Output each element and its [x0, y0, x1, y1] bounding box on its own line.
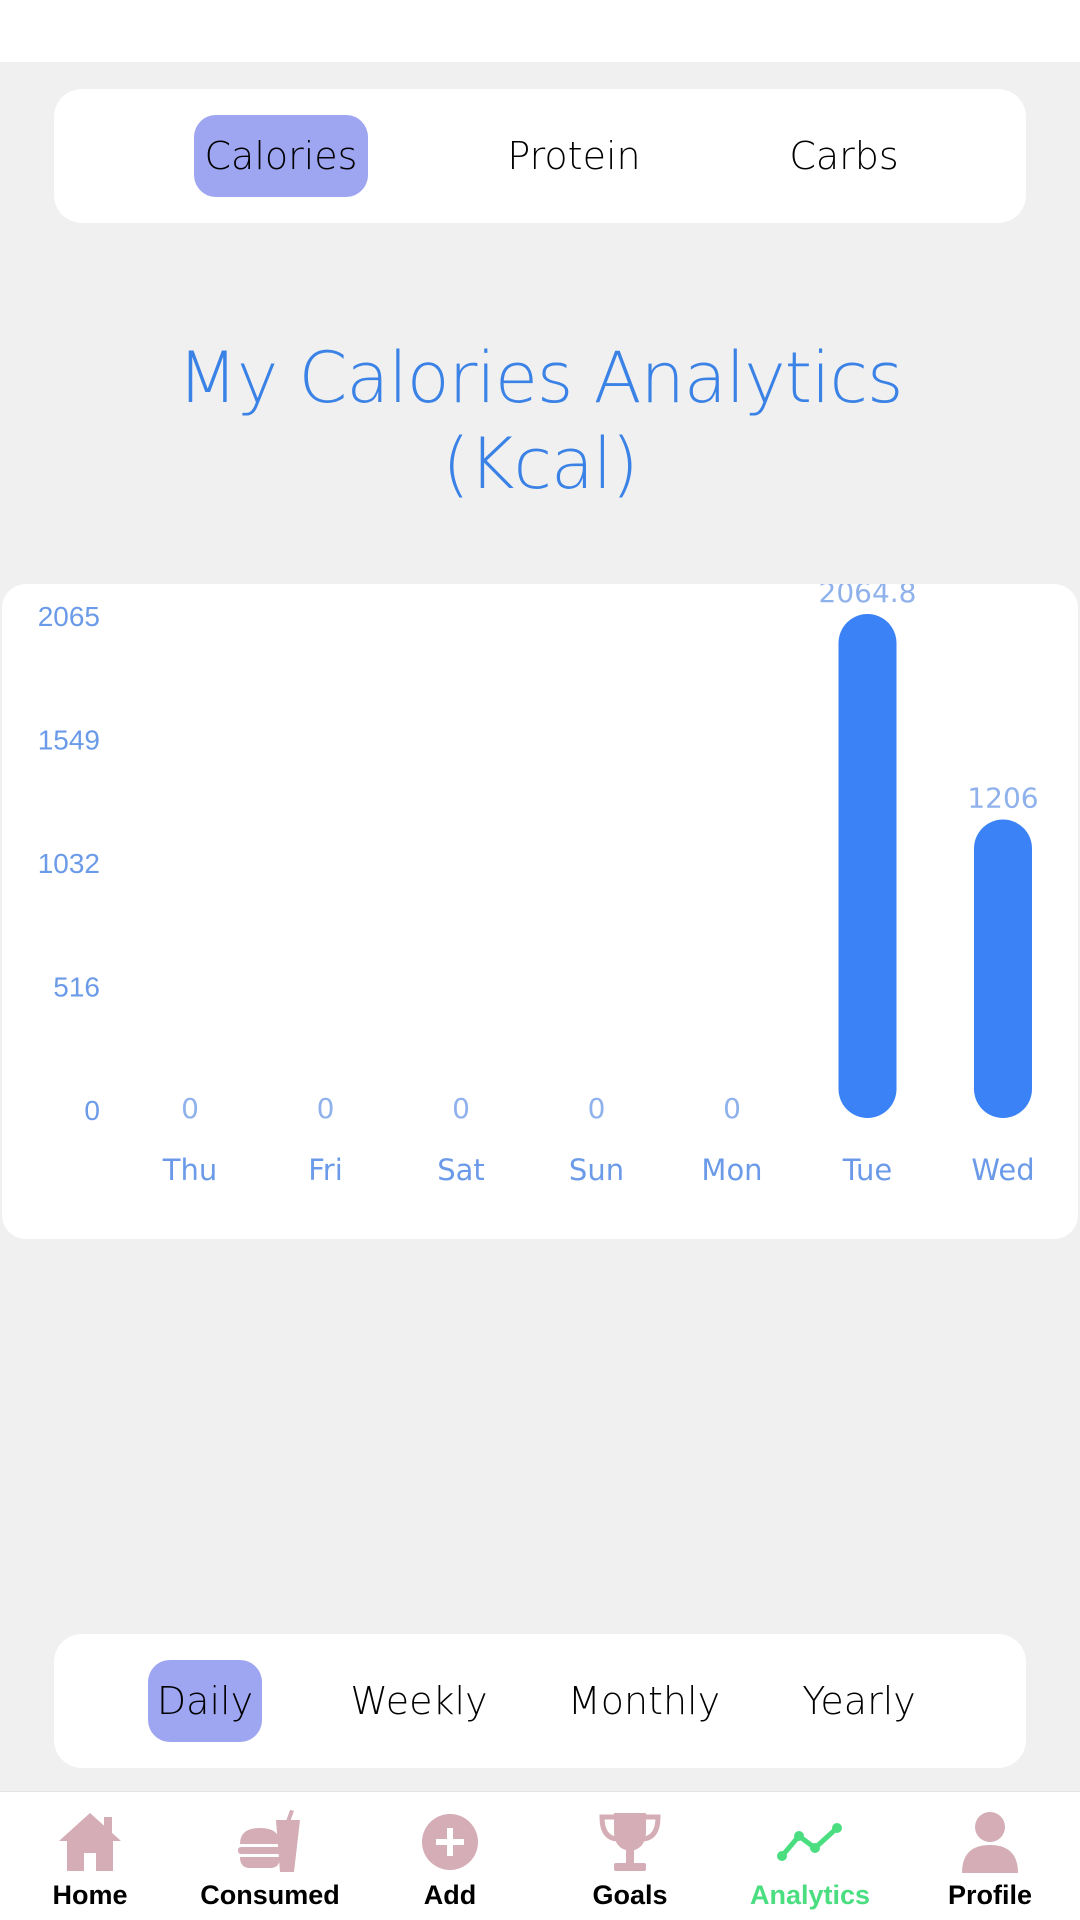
chart-card: 0 516 1032 1549 2065 0 Thu 0 Fri 0 Sat 0 Sun 0 Mon 2064… [2, 584, 1078, 1239]
nav-profile-label: Profile [947, 1880, 1033, 1910]
y-tick-label: 516 [53, 972, 100, 1003]
home-icon [55, 1810, 125, 1874]
x-tick-label: Mon [701, 1153, 762, 1187]
data-label: 0 [588, 1092, 606, 1125]
tab-daily[interactable]: Daily [148, 1660, 262, 1742]
tab-protein[interactable]: Protein [507, 134, 641, 178]
bar-tue[interactable] [838, 614, 897, 1118]
data-label: 0 [317, 1092, 335, 1125]
x-tick-label: Sun [569, 1153, 624, 1187]
x-tick-label: Sat [437, 1153, 485, 1187]
data-label: 0 [181, 1092, 199, 1125]
y-tick-label: 2065 [38, 601, 100, 632]
bottom-nav: Home Consumed Add [0, 1791, 1080, 1920]
bar-wed[interactable] [974, 819, 1032, 1118]
page-title-line2: (Kcal) [442, 423, 638, 505]
fast-food-icon [235, 1810, 305, 1874]
y-tick-label: 1549 [38, 724, 100, 755]
data-label: 2064.8 [819, 584, 917, 609]
x-tick-label: Tue [842, 1153, 893, 1187]
nav-add[interactable]: Add [360, 1792, 540, 1920]
tab-yearly[interactable]: Yearly [802, 1679, 916, 1723]
nav-analytics-label: Analytics [749, 1880, 871, 1910]
tab-carbs[interactable]: Carbs [789, 134, 899, 178]
nav-analytics[interactable]: Analytics [720, 1792, 900, 1920]
calories-bar-chart: 0 516 1032 1549 2065 0 Thu 0 Fri 0 Sat 0 Sun 0 Mon 2064… [38, 584, 1039, 1187]
x-tick-label: Thu [162, 1153, 217, 1187]
nav-add-label: Add [423, 1880, 477, 1910]
user-icon [955, 1810, 1025, 1874]
page-title-line1: My Calories Analytics [177, 337, 903, 419]
nav-home[interactable]: Home [0, 1792, 180, 1920]
analytics-icon [775, 1810, 845, 1874]
nav-home-label: Home [52, 1880, 128, 1910]
data-label: 1206 [967, 781, 1038, 814]
data-label: 0 [452, 1092, 470, 1125]
nav-profile[interactable]: Profile [900, 1792, 1080, 1920]
tab-calories[interactable]: Calories [194, 115, 368, 197]
x-tick-label: Fri [308, 1153, 343, 1187]
page-title: My Calories Analytics (Kcal) [90, 335, 990, 507]
nav-consumed-label: Consumed [200, 1880, 340, 1910]
metric-selector: Calories Protein Carbs [54, 89, 1026, 223]
add-circle-icon [415, 1810, 485, 1874]
data-label: 0 [723, 1092, 741, 1125]
y-tick-label: 0 [84, 1095, 100, 1126]
tab-monthly[interactable]: Monthly [567, 1679, 721, 1723]
period-selector: Daily Weekly Monthly Yearly [54, 1634, 1026, 1768]
x-tick-label: Wed [971, 1153, 1034, 1187]
nav-goals[interactable]: Goals [540, 1792, 720, 1920]
trophy-icon [595, 1810, 665, 1874]
status-bar [0, 0, 1080, 62]
tab-weekly[interactable]: Weekly [350, 1679, 488, 1723]
y-tick-label: 1032 [38, 848, 100, 879]
nav-goals-label: Goals [592, 1880, 668, 1910]
nav-consumed[interactable]: Consumed [180, 1792, 360, 1920]
